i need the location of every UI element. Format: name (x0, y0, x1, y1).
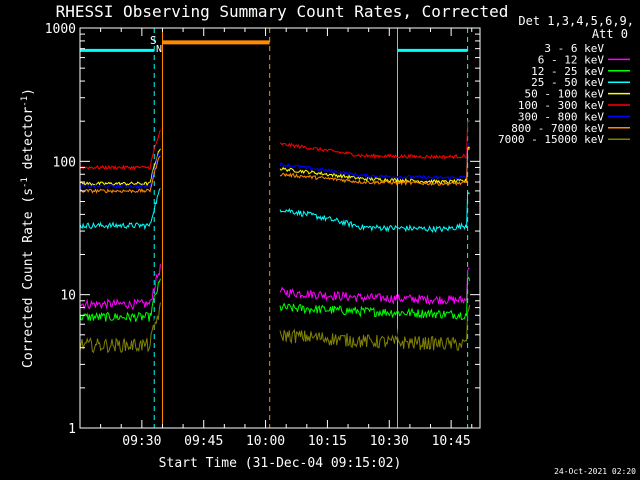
series-line-post (279, 304, 471, 351)
series-line-post (279, 276, 471, 320)
legend-label: 50 - 100 keV (525, 88, 605, 101)
x-tick-label: 09:30 (122, 434, 161, 449)
series-line-pre (79, 129, 161, 171)
legend-title-line1: Det 1,3,4,5,6,9, (518, 14, 634, 28)
y-tick-label: 1000 (45, 22, 76, 37)
flag-s-label: S (150, 34, 157, 47)
legend-label: 25 - 50 keV (531, 76, 604, 89)
y-tick-label: 10 (60, 289, 76, 304)
timeline-markers (80, 28, 469, 428)
y-axis: 1 10 100 1000 (45, 22, 480, 437)
x-tick-label: 10:30 (370, 434, 409, 449)
plot-frame (79, 27, 481, 429)
x-tick-label: 09:45 (184, 434, 223, 449)
legend-label: 800 - 7000 keV (511, 122, 604, 135)
x-tick-label: 10:45 (432, 434, 471, 449)
x-axis: 09:30 09:45 10:00 10:15 10:30 10:45 (79, 28, 473, 449)
legend-label: 7000 - 15000 keV (498, 133, 604, 146)
y-tick-label: 100 (53, 155, 76, 170)
series-lines (79, 120, 471, 354)
legend-label: 100 - 300 keV (518, 99, 604, 112)
timestamp: 24-Oct-2021 02:20 (554, 467, 636, 476)
series-line-pre (79, 155, 161, 194)
legend-label: 6 - 12 keV (538, 53, 605, 66)
legend-label: 3 - 6 keV (544, 42, 604, 55)
series-line-post (279, 145, 471, 185)
flag-labels: S N (150, 34, 162, 55)
y-axis-label: Corrected Count Rate (s-1 detector-1) (20, 88, 36, 368)
series-line-post (279, 302, 471, 340)
series-line-pre (79, 188, 161, 231)
chart-title: RHESSI Observing Summary Count Rates, Co… (56, 2, 509, 21)
series-line-pre (79, 302, 161, 354)
x-tick-label: 10:15 (308, 434, 347, 449)
series-line-post (279, 120, 471, 160)
plot-area: S N (79, 27, 481, 429)
y-tick-label: 1 (68, 422, 76, 437)
x-tick-label: 10:00 (246, 434, 285, 449)
series-line-post (279, 190, 470, 234)
x-axis-label: Start Time (31-Dec-04 09:15:02) (159, 456, 402, 471)
series-line-pre (79, 263, 161, 310)
legend-title-line2: Att 0 (592, 27, 628, 41)
series-line-pre (79, 151, 161, 190)
series-line-post (279, 141, 471, 180)
series-line-pre (79, 278, 161, 323)
legend-label: 300 - 800 keV (518, 110, 604, 123)
legend-label: 12 - 25 keV (531, 65, 604, 78)
series-line-post (279, 267, 470, 306)
flag-n-label: N (156, 44, 162, 55)
series-line-post (279, 146, 471, 187)
